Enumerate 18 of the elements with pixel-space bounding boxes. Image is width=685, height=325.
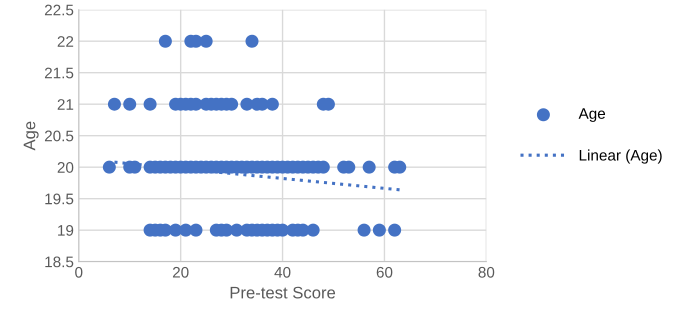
x-tick-label: 40 xyxy=(274,266,290,278)
y-tick-label: 19.5 xyxy=(45,194,74,204)
x-tick-label: 80 xyxy=(478,266,494,278)
y-tick-label: 22 xyxy=(58,36,74,47)
x-axis-title: Pre-test Score xyxy=(230,286,336,299)
x-tick-label: 60 xyxy=(376,266,392,278)
y-tick-label: 19 xyxy=(58,225,74,236)
x-tick-label: 20 xyxy=(172,266,189,278)
y-axis-title: Age xyxy=(24,122,39,150)
y-tick-label: 20 xyxy=(58,162,74,173)
y-tick-label: 22.5 xyxy=(44,4,74,16)
y-tick-label: 20.5 xyxy=(44,130,74,142)
legend-label: Age xyxy=(578,108,606,122)
legend-label: Linear (Age) xyxy=(580,149,662,164)
x-tick-label: 0 xyxy=(75,266,82,278)
y-tick-label: 18.5 xyxy=(45,256,74,268)
y-tick-label: 21.5 xyxy=(44,68,74,78)
y-tick-label: 21 xyxy=(58,99,74,110)
